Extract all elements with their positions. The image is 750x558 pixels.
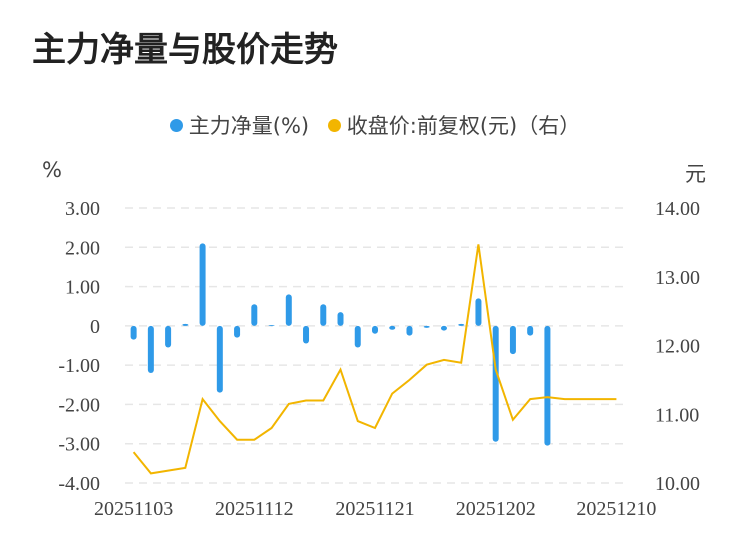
right-tick-label: 14.00 xyxy=(655,198,700,220)
legend-item-bar[interactable]: 主力净量(%) xyxy=(169,110,310,140)
bar xyxy=(182,323,189,326)
x-tick-label: 20251112 xyxy=(215,498,294,520)
bar xyxy=(354,325,361,348)
legend-marker-bar xyxy=(169,118,183,132)
left-tick-label: 1.00 xyxy=(65,277,100,299)
right-tick-label: 11.00 xyxy=(655,404,699,426)
bar xyxy=(423,325,430,328)
bar xyxy=(544,325,551,446)
bar xyxy=(285,294,292,326)
x-tick-label: 20251121 xyxy=(335,498,414,520)
left-tick-label: -3.00 xyxy=(58,434,100,456)
bar xyxy=(509,325,516,355)
bar xyxy=(165,325,172,348)
bar xyxy=(303,325,310,344)
price-line xyxy=(132,244,617,475)
right-tick-label: 10.00 xyxy=(655,473,700,495)
left-tick-label: -4.00 xyxy=(58,473,100,495)
left-tick-label: -2.00 xyxy=(58,394,100,416)
bar xyxy=(268,325,275,327)
x-tick-label: 20251210 xyxy=(576,498,656,520)
bar xyxy=(492,325,499,442)
bar xyxy=(406,325,413,336)
bar xyxy=(251,304,258,326)
legend: 主力净量(%) 收盘价:前复权(元)（右） xyxy=(0,110,750,140)
legend-label-line: 收盘价:前复权(元)（右） xyxy=(346,114,581,138)
bar xyxy=(440,325,447,331)
right-tick-label: 13.00 xyxy=(655,267,700,289)
left-tick-label: -1.00 xyxy=(58,355,100,377)
bar xyxy=(458,323,465,326)
bar xyxy=(147,325,154,373)
bar xyxy=(475,298,482,326)
bar xyxy=(372,325,378,334)
left-tick-label: 0 xyxy=(90,316,100,338)
left-axis-unit: % xyxy=(42,158,62,182)
legend-label-bar: 主力净量(%) xyxy=(188,114,310,138)
chart-title: 主力净量与股价走势 xyxy=(32,30,338,70)
bar xyxy=(320,304,327,326)
right-axis-unit: 元 xyxy=(685,162,706,186)
bar xyxy=(199,243,206,326)
legend-marker-line xyxy=(327,118,341,132)
bar xyxy=(234,325,241,338)
bar xyxy=(130,325,137,340)
bar xyxy=(337,312,344,326)
left-tick-label: 3.00 xyxy=(65,198,100,220)
legend-item-line[interactable]: 收盘价:前复权(元)（右） xyxy=(327,110,581,140)
bar xyxy=(389,325,396,330)
bar xyxy=(216,325,223,393)
x-tick-label: 20251202 xyxy=(456,498,536,520)
right-tick-label: 12.00 xyxy=(655,336,700,358)
left-tick-label: 2.00 xyxy=(65,237,100,259)
bar xyxy=(527,325,534,336)
x-tick-label: 20251103 xyxy=(94,498,173,520)
